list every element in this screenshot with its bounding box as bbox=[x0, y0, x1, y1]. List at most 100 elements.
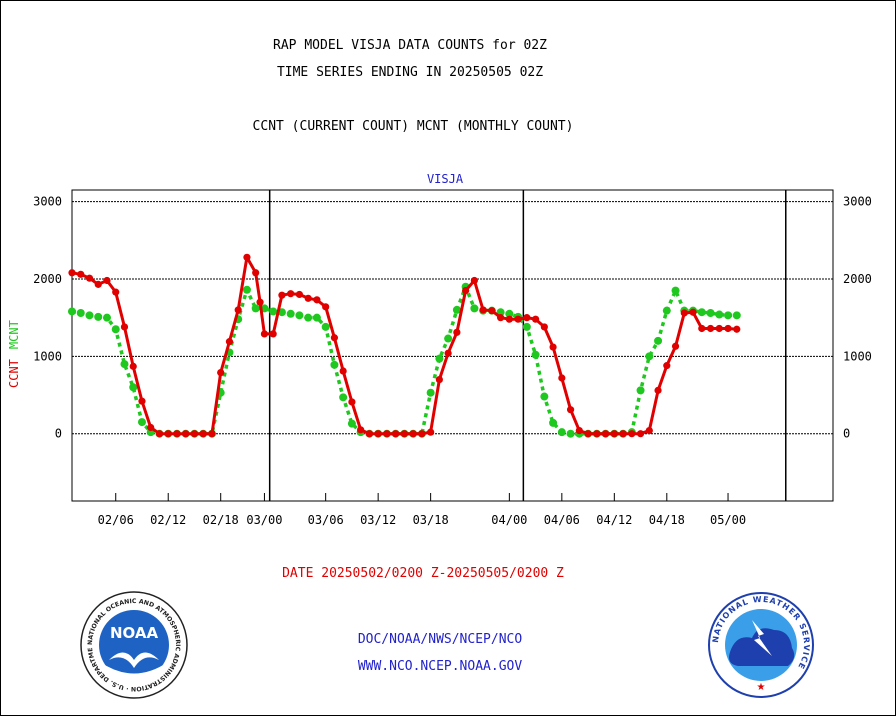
data-point-ccnt bbox=[654, 386, 662, 394]
data-point-ccnt bbox=[575, 426, 583, 435]
data-point-mcnt bbox=[269, 307, 278, 316]
data-point-mcnt bbox=[312, 313, 321, 322]
data-point-ccnt bbox=[427, 428, 435, 436]
data-point-mcnt bbox=[102, 313, 111, 322]
x-tick-label: 02/18 bbox=[203, 513, 239, 527]
data-point-ccnt bbox=[558, 374, 566, 382]
data-point-mcnt bbox=[636, 386, 645, 395]
data-point-ccnt bbox=[103, 276, 111, 285]
data-point-ccnt bbox=[733, 325, 741, 333]
data-point-ccnt bbox=[462, 286, 470, 295]
data-point-ccnt bbox=[392, 430, 400, 438]
data-point-mcnt bbox=[452, 305, 461, 314]
data-point-mcnt bbox=[111, 325, 120, 334]
data-point-mcnt bbox=[522, 322, 531, 331]
data-point-ccnt bbox=[77, 270, 85, 278]
data-point-ccnt bbox=[689, 308, 697, 316]
data-point-ccnt bbox=[663, 362, 671, 370]
data-point-ccnt bbox=[628, 430, 636, 438]
data-point-ccnt bbox=[698, 324, 706, 333]
data-point-ccnt bbox=[610, 430, 618, 438]
org-line: DOC/NOAA/NWS/NCEP/NCO bbox=[357, 632, 523, 647]
data-point-ccnt bbox=[488, 307, 496, 315]
x-tick-label: 02/06 bbox=[98, 513, 134, 527]
data-point-ccnt bbox=[173, 430, 181, 438]
data-point-ccnt bbox=[260, 330, 269, 338]
data-point-ccnt bbox=[636, 430, 645, 438]
x-tick-label: 04/18 bbox=[649, 513, 685, 527]
data-point-mcnt bbox=[435, 354, 444, 363]
data-point-ccnt bbox=[715, 324, 723, 333]
data-point-mcnt bbox=[671, 286, 680, 295]
data-point-ccnt bbox=[287, 290, 295, 298]
data-point-ccnt bbox=[68, 269, 76, 277]
data-point-ccnt bbox=[138, 397, 146, 405]
data-point-ccnt bbox=[225, 338, 234, 346]
data-point-mcnt bbox=[566, 429, 575, 438]
data-point-ccnt bbox=[523, 314, 531, 322]
data-point-ccnt bbox=[435, 375, 443, 384]
x-tick-label: 03/00 bbox=[246, 513, 282, 527]
date-range: DATE 20250502/0200 Z-20250505/0200 Z bbox=[282, 566, 564, 581]
data-point-ccnt bbox=[112, 288, 120, 296]
data-point-mcnt bbox=[330, 360, 339, 369]
data-point-mcnt bbox=[251, 304, 260, 313]
data-point-ccnt bbox=[304, 294, 312, 302]
x-tick-label: 03/18 bbox=[413, 513, 449, 527]
data-point-mcnt bbox=[68, 307, 76, 316]
data-point-mcnt bbox=[505, 309, 514, 318]
y-tick-label-right: 2000 bbox=[843, 272, 872, 286]
data-point-mcnt bbox=[120, 360, 129, 369]
data-point-mcnt bbox=[242, 285, 251, 294]
data-point-mcnt bbox=[304, 313, 313, 322]
data-point-mcnt bbox=[426, 388, 435, 397]
data-point-mcnt bbox=[557, 428, 566, 437]
series-description: CCNT (CURRENT COUNT) MCNT (MONTHLY COUNT… bbox=[252, 119, 574, 134]
data-point-ccnt bbox=[269, 330, 277, 338]
data-point-ccnt bbox=[243, 253, 251, 261]
data-point-ccnt bbox=[365, 430, 374, 438]
x-tick-label: 04/12 bbox=[596, 513, 632, 527]
y-tick-label-left: 0 bbox=[55, 427, 62, 441]
y-tick-label-right: 1000 bbox=[843, 349, 872, 363]
data-point-ccnt bbox=[278, 291, 286, 299]
panel-title: VISJA bbox=[426, 172, 464, 186]
data-point-ccnt bbox=[164, 430, 172, 438]
data-point-mcnt bbox=[732, 311, 741, 320]
data-point-ccnt bbox=[645, 426, 653, 435]
x-tick-label: 05/00 bbox=[710, 513, 746, 527]
data-point-ccnt bbox=[497, 314, 505, 322]
data-point-mcnt bbox=[295, 311, 304, 320]
data-point-ccnt bbox=[619, 430, 627, 438]
data-point-ccnt bbox=[470, 276, 478, 285]
data-point-ccnt bbox=[540, 323, 548, 331]
data-point-mcnt bbox=[540, 392, 549, 401]
nws-logo: ★ NATIONAL WEATHER SERVICE bbox=[708, 592, 814, 698]
data-point-mcnt bbox=[645, 352, 654, 361]
data-point-mcnt bbox=[85, 311, 94, 320]
plot-frame bbox=[71, 189, 834, 502]
noaa-logo-text: NOAA bbox=[110, 624, 159, 642]
data-point-ccnt bbox=[584, 430, 592, 438]
data-point-ccnt bbox=[593, 430, 601, 438]
chart-title: RAP MODEL VISJA DATA COUNTS for 02Z bbox=[273, 38, 547, 53]
data-point-mcnt bbox=[76, 309, 85, 318]
plot-area: 0 0 1000 1000 2000 2000 3000 3000 02/06 02/12 02/1… bbox=[33, 189, 872, 527]
data-point-ccnt bbox=[322, 303, 330, 311]
data-point-mcnt bbox=[470, 304, 479, 313]
data-point-ccnt bbox=[256, 298, 264, 306]
data-point-mcnt bbox=[286, 309, 295, 318]
data-point-ccnt bbox=[601, 430, 610, 438]
data-point-ccnt bbox=[680, 309, 688, 317]
data-point-ccnt bbox=[190, 430, 199, 438]
data-point-mcnt bbox=[531, 350, 540, 359]
data-point-mcnt bbox=[706, 309, 715, 318]
series-line-mcnt bbox=[71, 284, 737, 436]
data-point-mcnt bbox=[347, 419, 356, 428]
data-point-ccnt bbox=[129, 362, 137, 370]
data-point-mcnt bbox=[339, 393, 348, 402]
data-point-ccnt bbox=[85, 274, 94, 282]
data-point-mcnt bbox=[662, 306, 671, 315]
website-url: WWW.NCO.NCEP.NOAA.GOV bbox=[357, 659, 523, 674]
